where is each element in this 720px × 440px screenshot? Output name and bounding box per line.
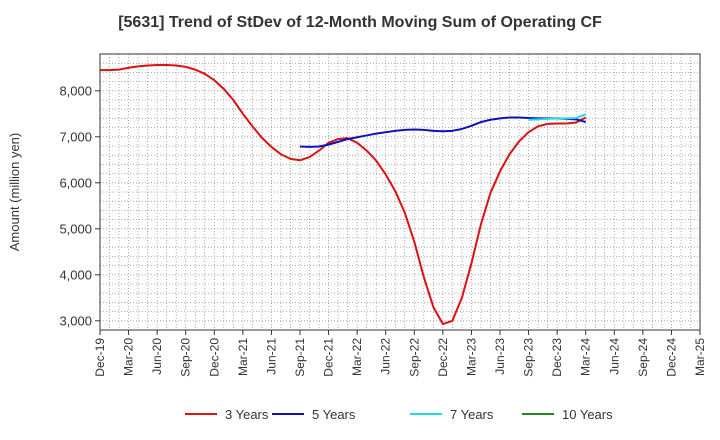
y-axis-label: Amount (million yen) xyxy=(7,133,22,252)
legend-label: 3 Years xyxy=(225,407,269,422)
x-tick-label: Mar-24 xyxy=(579,338,593,376)
x-tick-label: Dec-22 xyxy=(436,338,450,377)
x-tick-label: Jun-20 xyxy=(150,338,164,375)
x-tick-label: Jun-21 xyxy=(264,338,278,375)
y-tick-label: 5,000 xyxy=(59,221,92,236)
x-tick-label: Jun-24 xyxy=(607,338,621,375)
y-tick-label: 3,000 xyxy=(59,313,92,328)
y-tick-label: 4,000 xyxy=(59,267,92,282)
series-line-3-years xyxy=(100,64,587,326)
x-tick-label: Dec-19 xyxy=(93,338,107,377)
series-layer xyxy=(100,64,587,326)
y-tick-labels: 3,000 4,000 5,000 6,000 7,000 8,000 xyxy=(59,83,100,328)
x-tick-label: Sep-20 xyxy=(179,338,193,377)
x-tick-labels: Dec-19 Mar-20 Jun-20 Sep-20 Dec-20 Mar-21 Jun-… xyxy=(93,330,707,377)
legend-item-3-years: 3 Years xyxy=(185,407,269,422)
x-tick-label: Mar-23 xyxy=(464,338,478,376)
x-tick-label: Sep-21 xyxy=(293,338,307,377)
legend-label: 10 Years xyxy=(562,407,613,422)
legend-item-10-years: 10 Years xyxy=(522,407,613,422)
x-tick-label: Mar-22 xyxy=(350,338,364,376)
x-tick-label: Mar-20 xyxy=(122,338,136,376)
x-tick-label: Jun-23 xyxy=(493,338,507,375)
legend-label: 7 Years xyxy=(450,407,494,422)
x-tick-label: Sep-23 xyxy=(522,338,536,377)
x-tick-label: Jun-22 xyxy=(379,338,393,375)
plot-border xyxy=(99,53,701,331)
x-tick-label: Dec-23 xyxy=(550,338,564,377)
x-tick-label: Sep-22 xyxy=(407,338,421,377)
x-tick-label: Dec-21 xyxy=(322,338,336,377)
series-line-7-years xyxy=(528,113,587,121)
x-tick-label: Dec-20 xyxy=(207,338,221,377)
chart-title: [5631] Trend of StDev of 12-Month Moving… xyxy=(118,14,602,31)
legend: 3 Years 5 Years 7 Years 10 Years xyxy=(185,407,613,422)
legend-label: 5 Years xyxy=(312,407,356,422)
x-tick-label: Mar-25 xyxy=(693,338,707,376)
y-tick-label: 6,000 xyxy=(59,175,92,190)
legend-item-5-years: 5 Years xyxy=(272,407,356,422)
x-tick-label: Mar-21 xyxy=(236,338,250,376)
x-tick-label: Dec-24 xyxy=(664,338,678,377)
x-tick-label: Sep-24 xyxy=(636,338,650,377)
y-tick-label: 8,000 xyxy=(59,83,92,98)
y-tick-label: 7,000 xyxy=(59,129,92,144)
legend-item-7-years: 7 Years xyxy=(410,407,494,422)
grid-layer xyxy=(100,54,700,330)
